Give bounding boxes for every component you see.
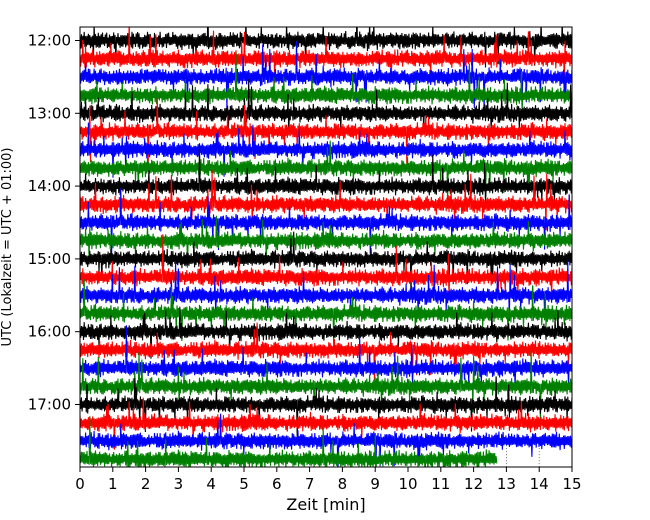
x-tick-label: 10: [398, 475, 417, 493]
y-tick-label: 16:00: [28, 323, 71, 341]
trace-line: [80, 322, 572, 387]
x-tick-label: 12: [464, 475, 483, 493]
traces-group: [80, 27, 572, 467]
trace-line: [80, 215, 572, 268]
y-tick-label: 15:00: [28, 250, 71, 268]
trace-line: [80, 413, 572, 467]
x-tick-label: 3: [174, 475, 184, 493]
x-tick-label: 14: [530, 475, 549, 493]
trace-line: [80, 27, 572, 91]
trace-line: [80, 143, 572, 205]
y-axis: 12:00 13:00 14:00 15:00 16:00 17:00: [28, 32, 80, 414]
trace-line: [80, 351, 572, 421]
y-axis-label: UTC (Lokalzeit = UTC + 01:00): [0, 148, 15, 347]
x-axis: 0 1 2 3 4 5 6 7 8 9 10 11 12 13 14 15: [75, 467, 582, 493]
trace-line: [80, 397, 572, 450]
x-tick-label: 4: [206, 475, 216, 493]
trace-line: [80, 325, 572, 390]
y-tick-label: 13:00: [28, 104, 71, 122]
trace-line: [80, 122, 572, 178]
trace-line: [80, 79, 572, 136]
x-tick-label: 6: [272, 475, 282, 493]
y-tick-label: 12:00: [28, 32, 71, 50]
trace-line: [80, 234, 572, 299]
x-axis-label: Zeit [min]: [286, 495, 365, 514]
x-tick-label: 11: [431, 475, 450, 493]
trace-line: [80, 40, 572, 114]
end-marker-group: [505, 445, 540, 467]
x-tick-label: 9: [370, 475, 380, 493]
y-tick-label: 17:00: [28, 396, 71, 414]
trace-line: [80, 306, 572, 359]
trace-line: [80, 27, 572, 68]
trace-line: [80, 416, 498, 467]
x-tick-label: 1: [108, 475, 118, 493]
trace-line: [80, 170, 572, 231]
x-tick-label: 8: [338, 475, 348, 493]
trace-line: [80, 188, 572, 258]
x-tick-label: 5: [239, 475, 249, 493]
x-tick-label: 13: [497, 475, 516, 493]
trace-line: [80, 279, 572, 348]
plot-frame: [79, 26, 573, 468]
trace-line: [80, 97, 572, 167]
x-tick-label: 7: [305, 475, 315, 493]
x-tick-label: 0: [75, 475, 85, 493]
trace-line: [80, 260, 572, 322]
x-tick-label: 2: [141, 475, 151, 493]
y-tick-label: 14:00: [28, 177, 71, 195]
trace-line: [80, 52, 572, 114]
x-tick-label: 15: [562, 475, 581, 493]
trace-line: [80, 376, 572, 439]
